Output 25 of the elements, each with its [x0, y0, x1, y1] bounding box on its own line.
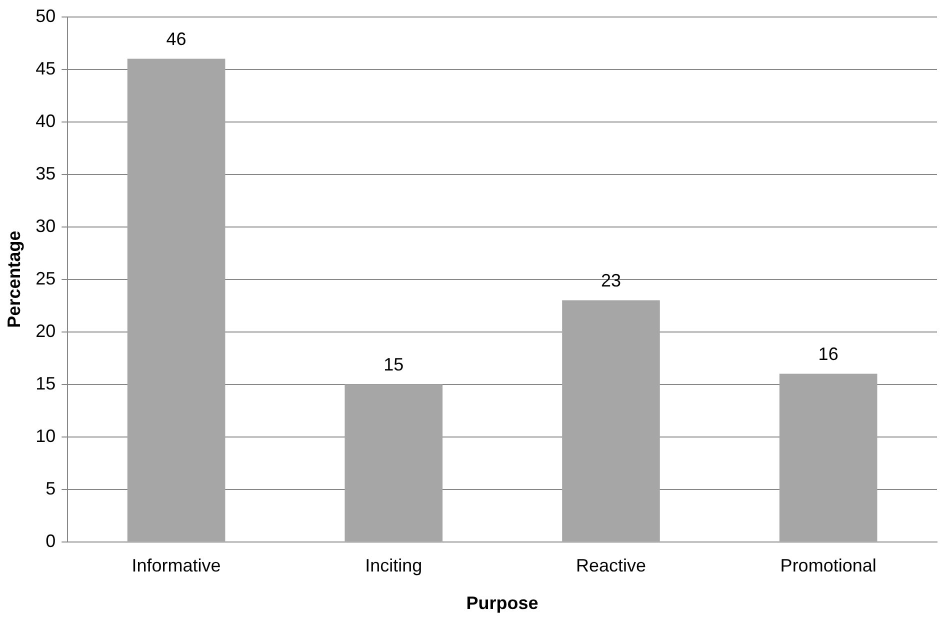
- y-tick-label: 0: [46, 530, 56, 551]
- y-tick-label: 45: [36, 58, 56, 78]
- data-label: 16: [818, 344, 838, 364]
- y-axis-title: Percentage: [4, 230, 24, 328]
- bar: [779, 374, 878, 542]
- bar: [344, 384, 443, 542]
- data-label: 46: [166, 28, 186, 49]
- y-tick-label: 50: [36, 6, 56, 26]
- y-tick-label: 20: [36, 320, 56, 341]
- y-tick-label: 5: [46, 478, 56, 498]
- x-tick-label: Inciting: [365, 556, 422, 576]
- x-tick-label: Promotional: [780, 556, 876, 576]
- y-tick-label: 15: [36, 373, 56, 394]
- x-axis-title: Purpose: [466, 593, 538, 614]
- y-tick-label: 40: [36, 110, 56, 131]
- data-label: 23: [600, 270, 621, 290]
- bar: [562, 300, 660, 542]
- y-tick-label: 25: [36, 268, 56, 288]
- x-tick-label: Reactive: [576, 556, 646, 576]
- data-label: 15: [384, 354, 404, 374]
- bar: [127, 58, 226, 542]
- y-tick-label: 10: [36, 426, 56, 446]
- x-tick-label: Informative: [132, 556, 221, 576]
- y-tick-label: 30: [36, 216, 56, 236]
- y-tick-label: 35: [36, 163, 56, 184]
